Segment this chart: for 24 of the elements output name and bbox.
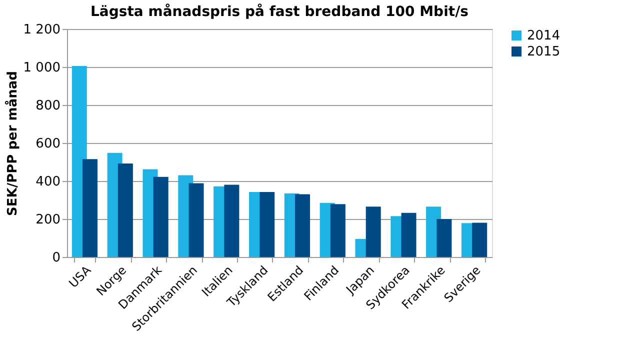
bar [260,192,275,257]
bar [295,194,310,257]
bar [82,159,98,257]
y-axis-title: SEK/PPP per månad [4,71,20,216]
y-tick-label: 400 [36,174,60,190]
legend-label: 2014 [527,28,560,44]
bar [224,184,240,257]
y-tick-label: 800 [36,98,60,114]
y-tick-label: 200 [36,212,60,228]
bar [436,219,452,257]
y-tick-label: 1 200 [23,22,60,38]
bar [366,206,381,257]
bar [153,176,168,257]
bar [188,183,204,257]
bar [472,222,488,257]
bar [330,204,346,257]
bar [401,212,416,257]
x-tick-label: USA [66,262,94,291]
bar [118,164,133,257]
chart-title: Lägsta månadspris på fast bredband 100 Mbit/s [90,3,469,20]
y-tick-label: 0 [52,250,60,266]
legend-label: 2015 [527,44,560,60]
y-tick-label: 1 000 [23,60,60,76]
y-tick-label: 600 [36,136,60,152]
